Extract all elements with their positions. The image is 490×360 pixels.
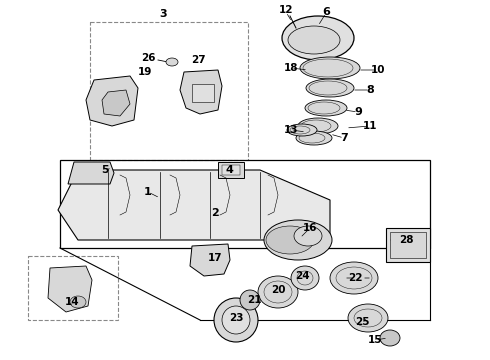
Ellipse shape: [296, 131, 332, 145]
Text: 28: 28: [399, 235, 413, 245]
Text: 17: 17: [208, 253, 222, 263]
Text: 16: 16: [303, 223, 317, 233]
Text: 7: 7: [340, 133, 348, 143]
Text: 27: 27: [191, 55, 205, 65]
Ellipse shape: [294, 226, 322, 246]
Text: 19: 19: [138, 67, 152, 77]
Bar: [60, 160, 430, 248]
Text: 5: 5: [101, 165, 109, 175]
Ellipse shape: [264, 220, 332, 260]
Ellipse shape: [306, 79, 354, 97]
Ellipse shape: [330, 262, 378, 294]
Polygon shape: [190, 244, 230, 276]
Text: 6: 6: [322, 7, 330, 17]
Text: 20: 20: [271, 285, 285, 295]
Text: 22: 22: [348, 273, 362, 283]
Text: 21: 21: [247, 295, 261, 305]
Text: 13: 13: [284, 125, 298, 135]
Text: 26: 26: [141, 53, 155, 63]
Polygon shape: [102, 90, 130, 116]
Polygon shape: [68, 162, 114, 184]
Text: 25: 25: [355, 317, 369, 327]
Ellipse shape: [380, 330, 400, 346]
Bar: [390, 232, 426, 258]
Ellipse shape: [291, 266, 319, 290]
Ellipse shape: [305, 100, 347, 116]
Ellipse shape: [258, 276, 298, 308]
Text: 9: 9: [354, 107, 362, 117]
Bar: [386, 228, 430, 262]
Ellipse shape: [240, 290, 260, 310]
Text: 10: 10: [371, 65, 385, 75]
Text: 3: 3: [159, 9, 167, 19]
Polygon shape: [58, 170, 330, 240]
Ellipse shape: [348, 304, 388, 332]
Text: 1: 1: [144, 187, 152, 197]
Ellipse shape: [166, 58, 178, 66]
Text: 15: 15: [368, 335, 382, 345]
Ellipse shape: [298, 118, 338, 134]
Text: 11: 11: [363, 121, 377, 131]
Bar: [222, 165, 240, 175]
Bar: [218, 162, 244, 178]
Polygon shape: [48, 266, 92, 312]
Text: 8: 8: [366, 85, 374, 95]
Text: 24: 24: [294, 271, 309, 281]
Circle shape: [214, 298, 258, 342]
Ellipse shape: [266, 226, 314, 254]
Text: 14: 14: [65, 297, 79, 307]
Bar: [192, 84, 214, 102]
Text: 4: 4: [225, 165, 233, 175]
Circle shape: [222, 306, 250, 334]
Ellipse shape: [288, 26, 340, 54]
Bar: [28, 256, 118, 320]
Ellipse shape: [282, 16, 354, 60]
Text: 2: 2: [211, 208, 219, 218]
Ellipse shape: [300, 57, 360, 79]
Text: 23: 23: [229, 313, 243, 323]
Polygon shape: [86, 76, 138, 126]
Ellipse shape: [287, 124, 317, 136]
Text: 12: 12: [279, 5, 293, 15]
Text: 18: 18: [284, 63, 298, 73]
Polygon shape: [180, 70, 222, 114]
Bar: [90, 22, 248, 160]
Ellipse shape: [70, 296, 86, 308]
